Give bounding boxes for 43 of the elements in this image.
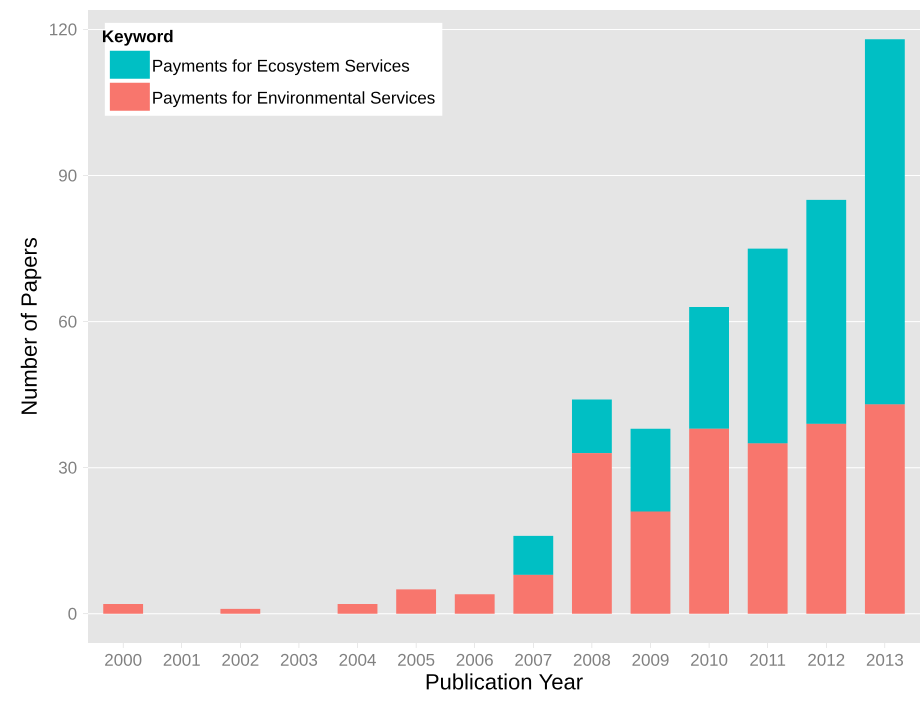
y-tick-label: 120	[50, 23, 76, 36]
bar	[396, 589, 436, 614]
bar	[630, 428, 670, 512]
x-tick-label: 2010	[691, 654, 728, 666]
x-tick-label: 2004	[339, 654, 376, 666]
y-axis-title: Number of Papers	[20, 238, 42, 414]
x-tick-label: 2008	[574, 654, 610, 666]
bar	[689, 307, 730, 429]
y-tick-label: 90	[59, 170, 76, 182]
bar	[864, 404, 905, 614]
x-tick-label: 2001	[164, 654, 200, 666]
bar	[513, 536, 554, 575]
x-tick-label: 2003	[280, 654, 318, 666]
x-tick-label: 2007	[515, 654, 552, 666]
x-tick-label: 2006	[456, 654, 493, 666]
bar	[103, 604, 144, 614]
bar	[864, 39, 905, 404]
bar	[689, 428, 730, 614]
bar	[806, 200, 846, 424]
bar	[748, 443, 788, 614]
x-tick-label: 2009	[632, 654, 669, 666]
bar	[572, 453, 612, 614]
x-tick-label: 2012	[808, 654, 844, 666]
bar	[513, 574, 554, 614]
x-tick-label: 2013	[866, 654, 904, 666]
y-tick-label: 60	[59, 316, 76, 328]
x-tick-label: 2005	[398, 654, 434, 666]
x-tick-label: 2002	[222, 654, 258, 666]
y-tick-label: 30	[58, 462, 76, 474]
x-tick-label: 2011	[750, 654, 786, 666]
legend-label: Payments for Environmental Services	[153, 91, 435, 108]
bar	[572, 400, 612, 454]
x-axis-title: Publication Year	[426, 673, 583, 690]
legend-title: Keyword	[102, 30, 173, 46]
bar	[748, 248, 788, 444]
legend-label: Payments for Ecosystem Services	[153, 59, 410, 76]
bar	[630, 512, 670, 614]
bar	[454, 594, 495, 614]
x-tick-label: 2000	[105, 654, 142, 666]
bar	[338, 604, 378, 614]
bar	[220, 608, 260, 614]
y-tick-label: 0	[68, 608, 76, 620]
bar	[806, 424, 846, 614]
